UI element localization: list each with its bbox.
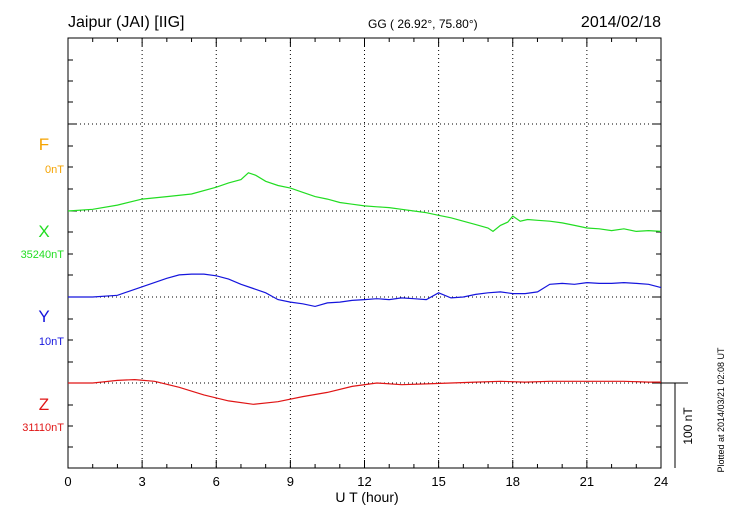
x-tick-label: 24: [654, 474, 668, 489]
x-tick-label: 3: [139, 474, 146, 489]
series-baseline-label: 31110nT: [22, 422, 64, 434]
series-name-label: Y: [38, 307, 49, 326]
series-name-label: X: [38, 222, 49, 241]
x-axis-label: U T (hour): [335, 489, 398, 505]
series-line-x: [67, 172, 662, 233]
station-title: Jaipur (JAI) [IIG]: [68, 14, 184, 31]
scale-bar: 100 nT: [661, 382, 695, 468]
x-tick-labels: 0 3 6 9 12 15 18 21 24: [64, 474, 668, 489]
x-tick-label: 15: [431, 474, 445, 489]
x-tick-label: 18: [506, 474, 520, 489]
date-label: 2014/02/18: [581, 14, 661, 31]
series-baseline-label: 0nT: [45, 164, 64, 176]
series-name-label: F: [39, 135, 49, 154]
series-baseline-label: 35240nT: [21, 249, 65, 261]
scale-bar-label: 100 nT: [681, 407, 695, 445]
series-line-y: [68, 273, 662, 308]
x-tick-label: 6: [213, 474, 220, 489]
x-tick-label: 9: [287, 474, 294, 489]
series-line-z: [68, 378, 661, 405]
series-name-label: Z: [39, 395, 49, 414]
axis-ticks: [67, 38, 662, 468]
series-labels: F 0nT X 35240nT Y 10nT Z 31110nT: [21, 135, 65, 434]
series-baseline-label: 10nT: [39, 336, 64, 348]
coordinates-label: GG ( 26.92°, 75.80°): [368, 17, 478, 31]
x-tick-label: 0: [64, 474, 71, 489]
plotted-at-note: Plotted at 2014/03/21 02:08 UT: [716, 347, 726, 473]
grid: [68, 38, 661, 468]
series-lines: [67, 172, 662, 405]
x-tick-label: 21: [580, 474, 594, 489]
x-tick-label: 12: [357, 474, 371, 489]
